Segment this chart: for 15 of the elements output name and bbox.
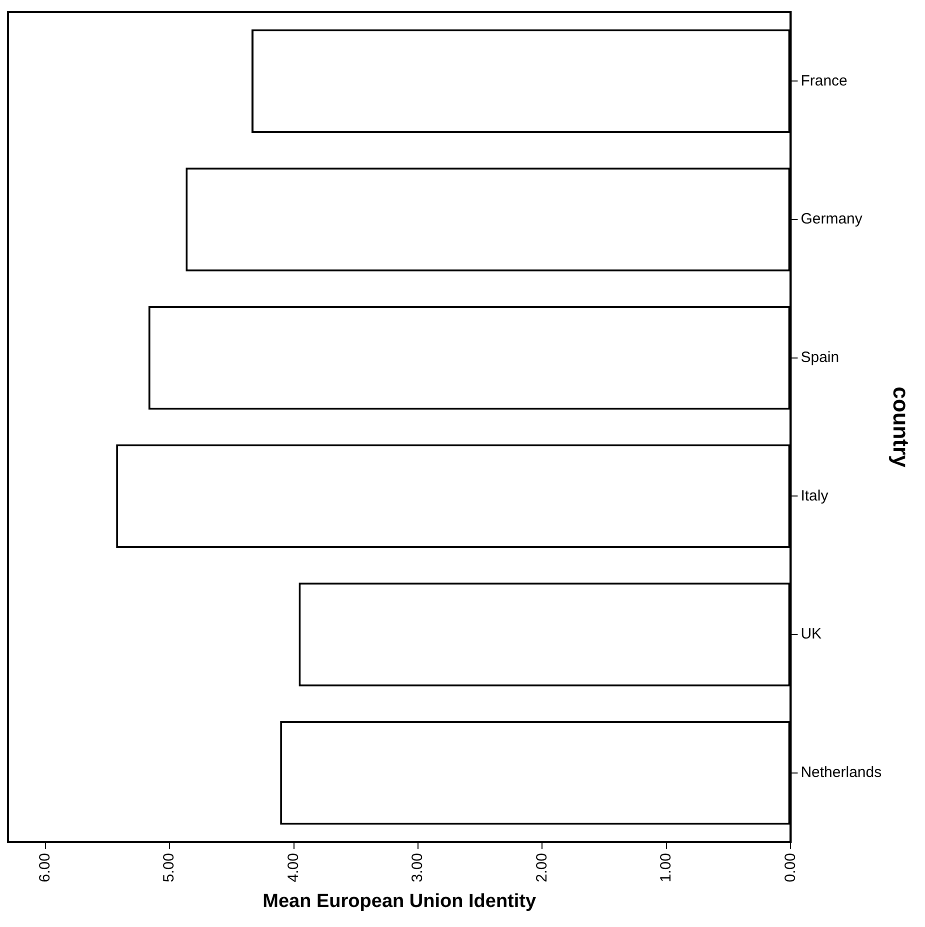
y-tick-label: France (800, 72, 848, 90)
y-tick-label: Netherlands (800, 764, 882, 781)
x-axis-title: Mean European Union Identity (262, 890, 536, 912)
x-tick-label: 5.00 (160, 853, 178, 882)
y-axis-title: country (888, 386, 914, 468)
y-tick-label: Italy (800, 487, 829, 504)
y-tick-label: Germany (800, 210, 863, 228)
x-tick-label: 1.00 (658, 853, 675, 882)
x-tick-label: 0.00 (782, 853, 799, 882)
x-tick-label: 4.00 (284, 853, 302, 882)
x-tick-label: 2.00 (533, 853, 550, 882)
y-tick-label: UK (800, 626, 822, 643)
x-tick-label: 3.00 (409, 853, 426, 882)
x-tick-label: 6.00 (36, 853, 54, 882)
y-tick-label: Spain (800, 348, 840, 366)
